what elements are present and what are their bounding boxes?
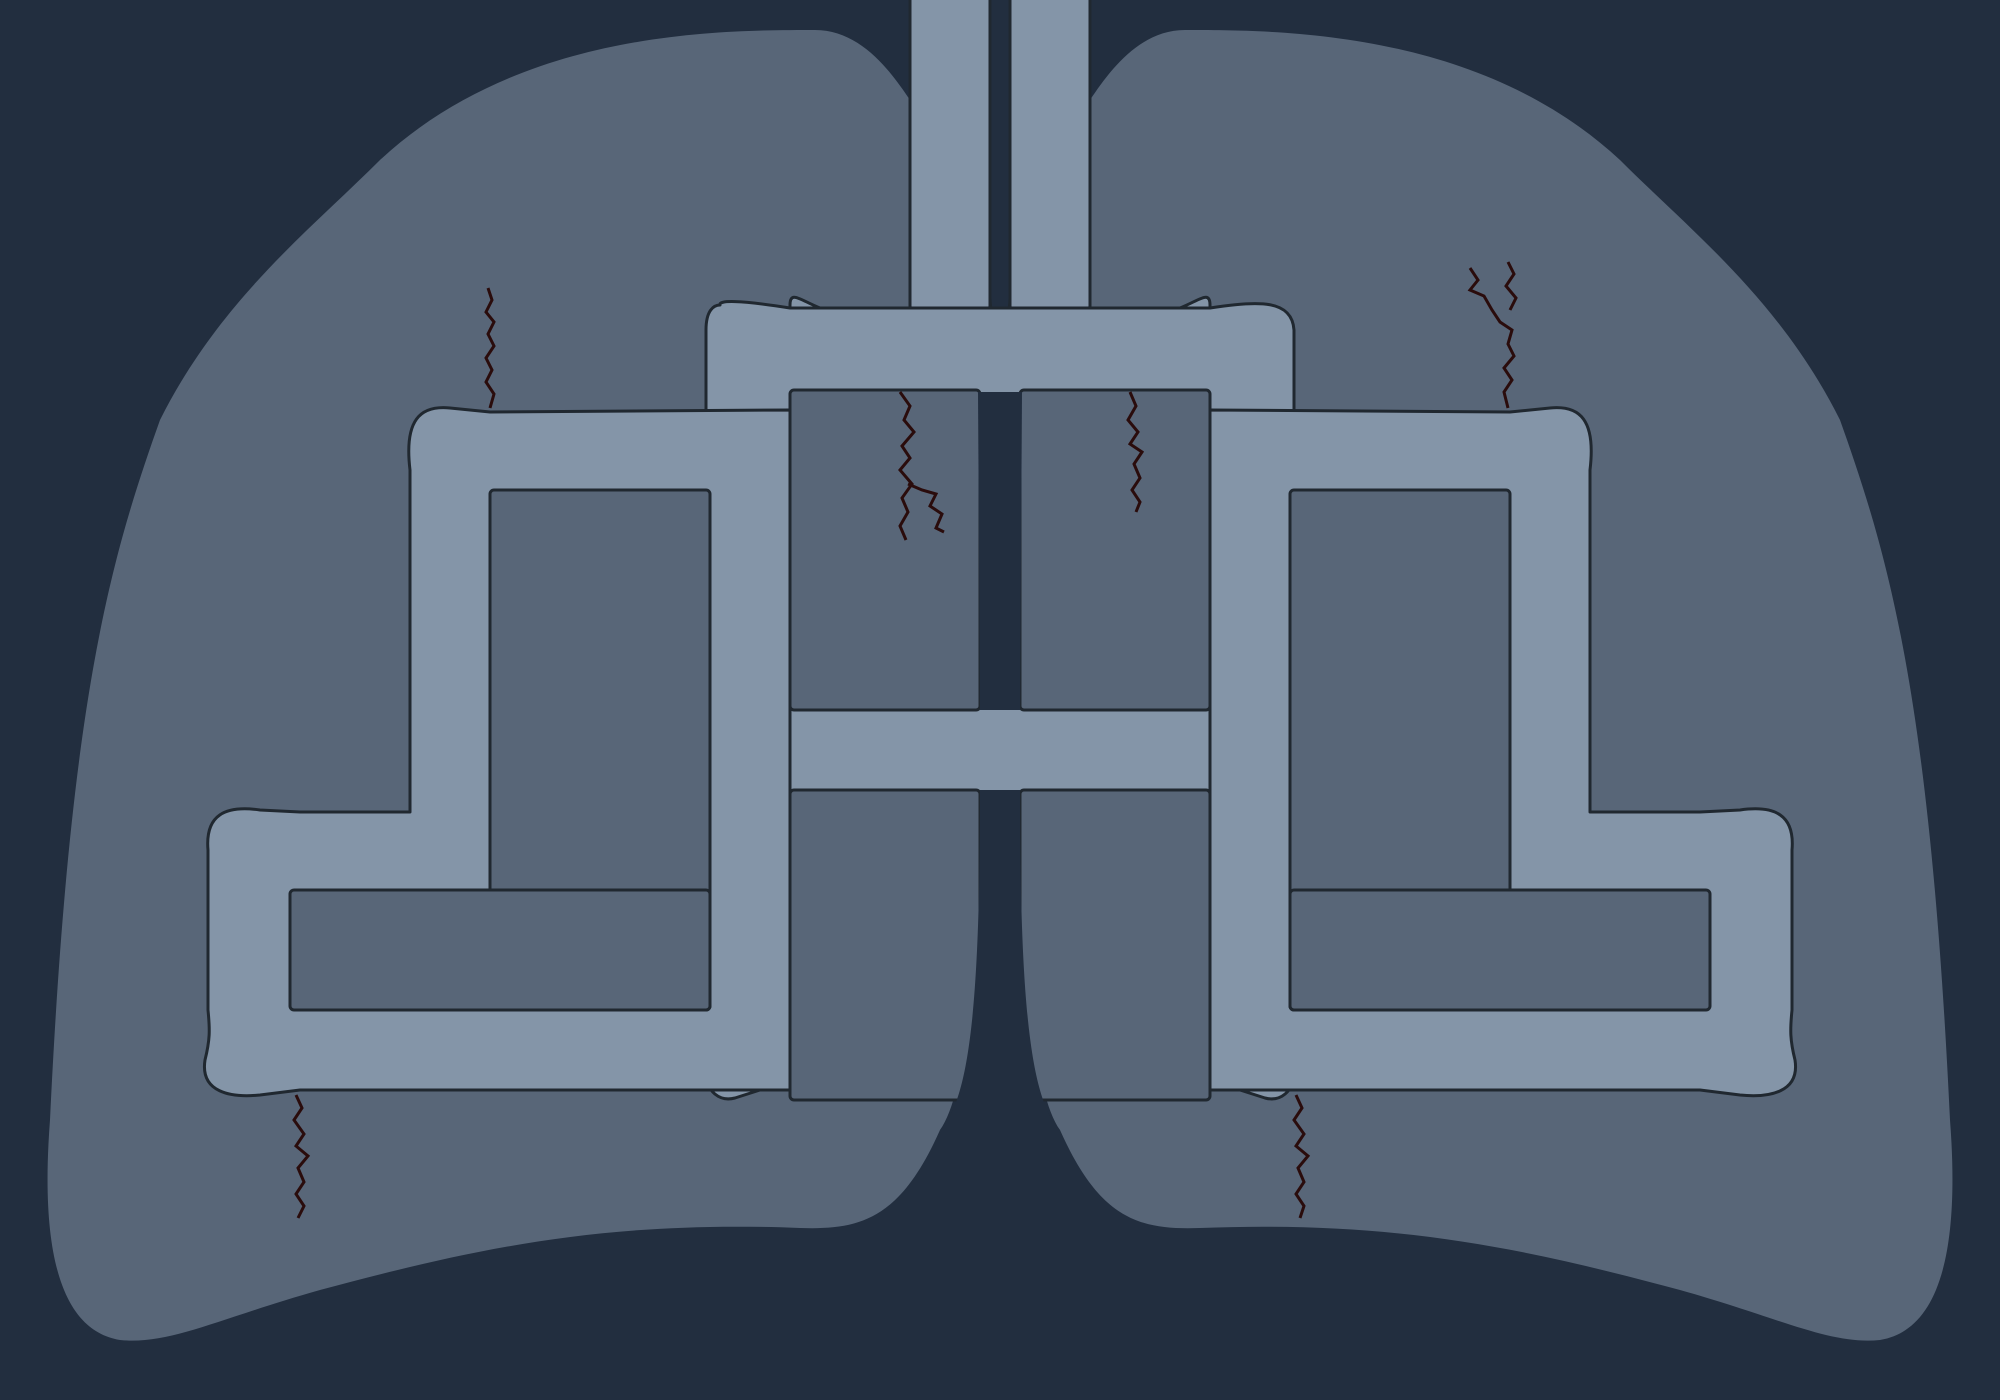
crack[interactable]: [484, 287, 496, 409]
crack[interactable]: [1292, 1094, 1311, 1219]
crack[interactable]: [898, 391, 945, 541]
central-lower-left-chamber: [788, 788, 982, 1102]
trachea-left[interactable]: [908, 0, 992, 312]
trachea-right[interactable]: [1008, 0, 1092, 312]
left-lower-chamber: [288, 888, 712, 1012]
crack[interactable]: [1467, 261, 1518, 409]
crack[interactable]: [1126, 391, 1145, 513]
central-upper-right-chamber: [1018, 388, 1212, 712]
crack[interactable]: [292, 1094, 311, 1219]
airway-network: [203, 0, 1797, 1130]
mediastinum-gap-lower: [940, 790, 1060, 1130]
cracks: [292, 261, 1518, 1219]
right-lower-chamber: [1288, 888, 1712, 1012]
central-lower-right-chamber: [1018, 788, 1212, 1102]
mediastinum-gap: [978, 392, 1022, 710]
central-upper-left-chamber: [788, 388, 982, 712]
